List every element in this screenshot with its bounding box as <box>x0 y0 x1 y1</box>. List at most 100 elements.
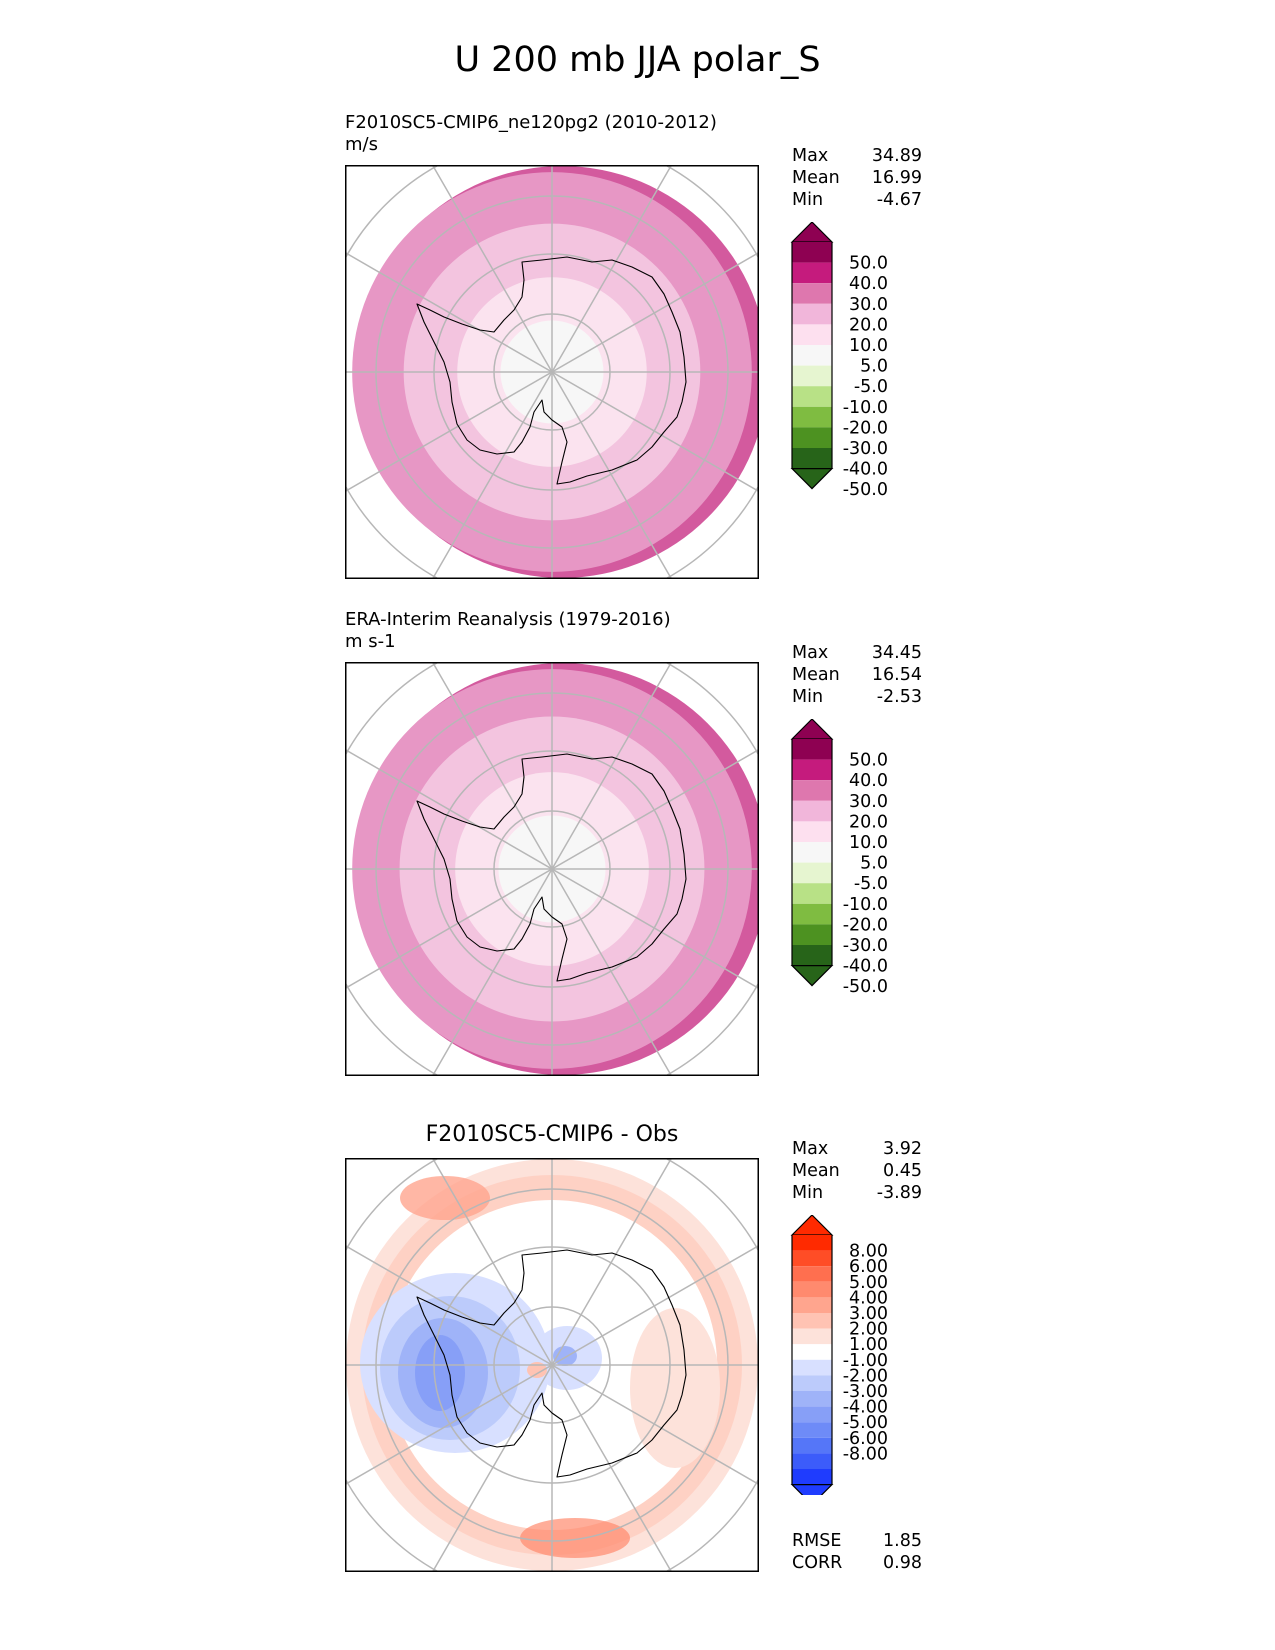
colorbar-tick-label: 8.00 <box>849 1242 888 1262</box>
panel-obs-map <box>345 662 759 1076</box>
graticule <box>345 1158 759 1572</box>
antarctica-coastline <box>416 753 687 982</box>
positive-anomaly <box>400 1176 490 1220</box>
colorbar-extend-min <box>790 965 834 987</box>
colorbar-tick-label: 6.00 <box>849 1257 888 1277</box>
colorbar-segment <box>792 862 832 884</box>
colorbar-tick-label: -40.0 <box>843 460 888 480</box>
stat-rmse: RMSE 1.85 <box>792 1531 922 1551</box>
colorbar-segment <box>792 903 832 925</box>
colorbar-extend-max <box>790 719 834 740</box>
colorbar-tick-label: -50.0 <box>843 977 888 997</box>
stat-max: Max 34.45 <box>792 643 922 663</box>
colorbar-segment <box>792 1422 832 1438</box>
colorbar-segment <box>792 1453 832 1469</box>
colorbar-tick-label: -30.0 <box>843 439 888 459</box>
contour-fill <box>345 662 759 1076</box>
colorbar-segment <box>792 1313 832 1329</box>
panel-obs-stats: Max 34.45 Mean 16.54 Min -2.53 <box>792 642 922 708</box>
stat-corr: CORR 0.98 <box>792 1553 922 1573</box>
antarctica-coastline <box>416 1249 687 1478</box>
stat-mean: Mean 16.54 <box>792 665 922 685</box>
stat-min: Min -3.89 <box>792 1183 922 1203</box>
colorbar-tick-label: 2.00 <box>849 1320 888 1340</box>
colorbar-tick-label: 40.0 <box>849 274 888 294</box>
colorbar-segment <box>792 1375 832 1391</box>
panel-obs-units: m s-1 <box>345 631 396 652</box>
colorbar-tick-label: -20.0 <box>843 418 888 438</box>
colorbar-segment <box>792 945 832 966</box>
colorbar-tick-label: -2.00 <box>843 1366 888 1386</box>
colorbar-tick-label: 10.0 <box>849 833 888 853</box>
stat-mean: Mean 0.45 <box>792 1161 922 1181</box>
colorbar-tick-label: 30.0 <box>849 792 888 812</box>
colorbar-tick-label: -8.00 <box>843 1444 888 1464</box>
colorbar-segment <box>792 1328 832 1345</box>
colorbar-segment <box>792 739 832 760</box>
colorbar-tick-label: 4.00 <box>849 1288 888 1308</box>
colorbar-tick-label: -1.00 <box>843 1351 888 1371</box>
panel-diff-title: F2010SC5-CMIP6 - Obs <box>425 1122 679 1147</box>
colorbar-segment <box>792 883 832 904</box>
positive-anomaly <box>520 1518 630 1558</box>
panel-obs-title: ERA-Interim Reanalysis (1979-2016) m s-1 <box>345 609 671 653</box>
colorbar-tick-label: -10.0 <box>843 895 888 915</box>
colorbar-segment <box>792 345 832 366</box>
colorbar-segment <box>792 448 832 469</box>
panel-obs-colorbar: 50.040.030.020.010.05.0-5.0-10.0-20.0-30… <box>790 719 888 997</box>
colorbar-segment <box>792 406 832 428</box>
stat-mean: Mean 16.99 <box>792 168 922 188</box>
colorbar-extend-max <box>790 222 834 243</box>
positive-anomaly <box>630 1308 720 1468</box>
colorbar-frame <box>791 1235 833 1485</box>
colorbar-segment <box>792 1266 832 1282</box>
colorbar-extend-min <box>790 468 834 490</box>
colorbar-segment <box>792 780 832 801</box>
colorbar-segment <box>792 842 832 863</box>
contour-fill <box>345 165 759 579</box>
colorbar-tick-label: -10.0 <box>843 398 888 418</box>
panel-model-title-line1: F2010SC5-CMIP6_ne120pg2 (2010-2012) <box>345 112 717 133</box>
positive-anomaly <box>527 1362 547 1378</box>
colorbar-segment <box>792 365 832 387</box>
panel-model-map <box>345 165 759 579</box>
colorbar-tick-label: -30.0 <box>843 936 888 956</box>
colorbar-extend-min <box>790 1484 834 1495</box>
meridian-line <box>431 165 673 579</box>
colorbar-tick-label: 20.0 <box>849 812 888 832</box>
colorbar-tick-label: -20.0 <box>843 915 888 935</box>
colorbar-tick-label: -5.00 <box>843 1413 888 1433</box>
negative-anomaly <box>415 1335 465 1411</box>
map-frame <box>345 1158 759 1572</box>
colorbar-extend-max <box>790 1215 834 1236</box>
panel-diff-metrics: RMSE 1.85 CORR 0.98 <box>792 1530 922 1574</box>
meridian-line <box>431 662 673 1076</box>
colorbar-tick-label: 10.0 <box>849 336 888 356</box>
graticule <box>345 662 759 1076</box>
panel-diff-stats: Max 3.92 Mean 0.45 Min -3.89 <box>792 1138 922 1204</box>
colorbar-segment <box>792 1359 832 1376</box>
colorbar-frame <box>791 242 833 469</box>
panel-diff-colorbar: 8.006.005.004.003.002.001.00-1.00-2.00-3… <box>790 1215 888 1495</box>
colorbar-segment <box>792 1297 832 1313</box>
contour-fill <box>345 1158 759 1572</box>
colorbar-segment <box>792 1235 832 1251</box>
colorbar-tick-label: 40.0 <box>849 771 888 791</box>
colorbar-tick-label: -4.00 <box>843 1398 888 1418</box>
colorbar-tick-label: 5.00 <box>849 1273 888 1293</box>
panel-diff-map <box>345 1158 759 1572</box>
colorbar-segment <box>792 262 832 284</box>
colorbar-tick-label: -40.0 <box>843 957 888 977</box>
colorbar-tick-label: -5.0 <box>854 377 888 397</box>
colorbar-tick-label: -6.00 <box>843 1429 888 1449</box>
panel-model-colorbar: 50.040.030.020.010.05.0-5.0-10.0-20.0-30… <box>790 222 888 500</box>
colorbar-segment <box>792 242 832 263</box>
colorbar-segment <box>792 427 832 448</box>
colorbar-segment <box>792 924 832 945</box>
colorbar-segment <box>792 1391 832 1407</box>
map-frame <box>345 662 759 1076</box>
colorbar-segment <box>792 759 832 781</box>
map-frame <box>345 165 759 579</box>
panel-model-units: m/s <box>345 134 378 155</box>
colorbar-tick-label: -50.0 <box>843 480 888 500</box>
